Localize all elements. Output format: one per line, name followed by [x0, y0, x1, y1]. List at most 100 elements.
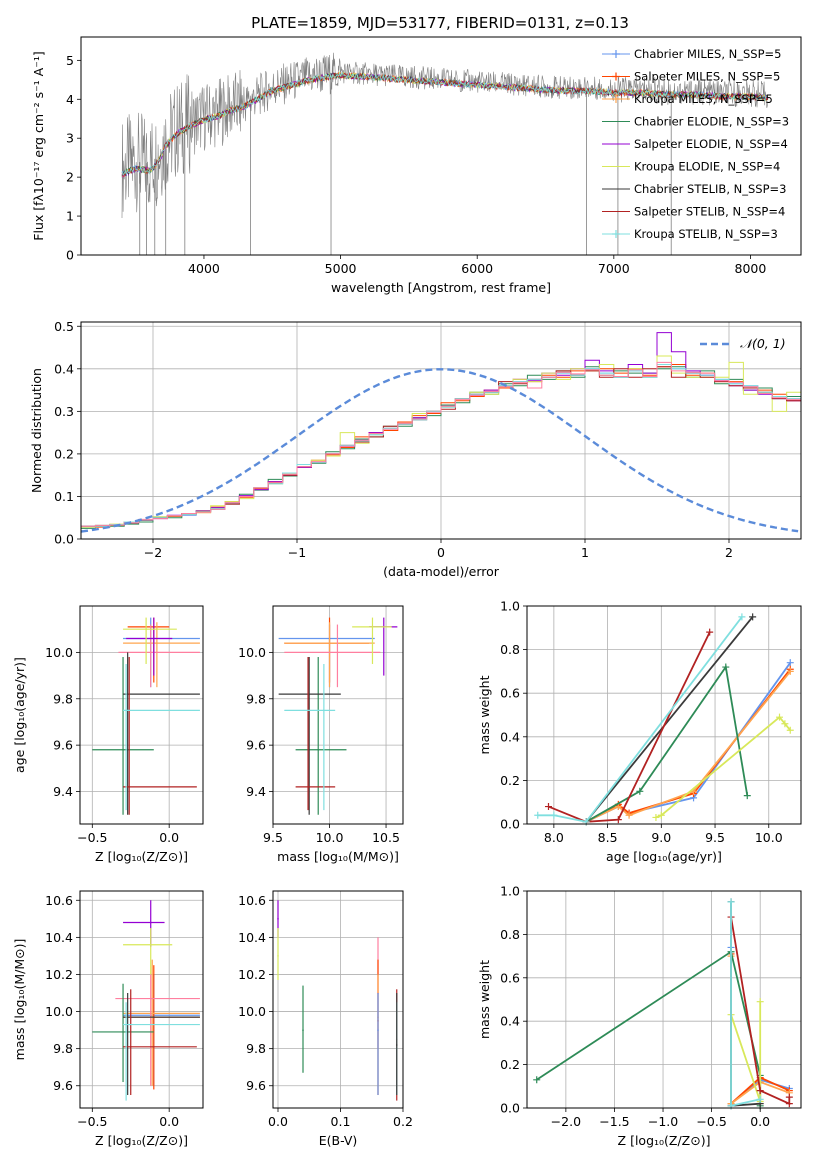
plot-area: [533, 898, 793, 1110]
axes-frame: [272, 890, 404, 1109]
x-tick-label: 0.0: [159, 830, 179, 845]
legend-label: Salpeter ELODIE, N_SSP=4: [634, 137, 788, 151]
x-axis-label: Z [log₁₀(Z/Z⊙)]: [95, 1133, 188, 1148]
gaussian-curve: [81, 368, 799, 533]
data-point-marker: [738, 613, 746, 621]
data-point: [277, 955, 279, 957]
data-point-marker: [781, 720, 789, 728]
data-point-marker: [756, 1095, 764, 1103]
x-tick-label: −2.0: [551, 1114, 581, 1129]
legend-label: Chabrier STELIB, N_SSP=3: [634, 182, 786, 196]
x-tick-label: −0.5: [77, 830, 107, 845]
legend-label: Kroupa ELODIE, N_SSP=4: [634, 160, 780, 174]
mass-weight-line: [655, 715, 791, 819]
data-point: [302, 1029, 304, 1031]
data-point-marker: [786, 659, 794, 667]
axes-frame: [79, 890, 204, 1109]
x-tick-label: 9.5: [705, 830, 725, 845]
histogram-step: [81, 364, 801, 539]
x-tick-label: −1.0: [648, 1114, 678, 1129]
x-tick-label: 10.0: [316, 830, 344, 845]
data-point: [149, 943, 152, 946]
panel-age-vs-mass: 9.5 10.0 10.5 9.4 9.6 9.8 10.0 mass [log₁₀(M/M⊙…: [238, 605, 404, 864]
y-tick-label: 0.2: [500, 773, 520, 788]
y-tick-label: 2: [66, 170, 74, 185]
data-point: [317, 748, 320, 751]
plot-area: [278, 617, 398, 815]
legend-label: Chabrier MILES, N_SSP=5: [634, 47, 781, 61]
y-tick-label: 9.6: [53, 1078, 73, 1093]
x-axis-label: E(B-V): [319, 1133, 358, 1148]
axes-frame: [79, 605, 204, 825]
data-point-marker: [612, 230, 620, 238]
histogram-step: [81, 361, 801, 539]
legend-label: Salpeter STELIB, N_SSP=4: [634, 205, 785, 219]
plot-area: [81, 332, 801, 539]
data-point: [395, 1044, 398, 1046]
y-tick-label: 0.0: [500, 1101, 520, 1116]
x-tick-label: 8.0: [544, 830, 564, 845]
legend: Chabrier MILES, N_SSP=5 Salpeter MILES, N…: [602, 47, 789, 241]
y-tick-label: 5: [66, 53, 74, 68]
data-point-marker: [706, 628, 714, 636]
data-point-marker: [785, 1093, 793, 1101]
y-tick-label: 0.2: [54, 446, 74, 461]
x-axis-label: age [log₁₀(age/yr)]: [606, 849, 722, 864]
y-tick-label: 1: [66, 209, 74, 224]
x-tick-label: 0.2: [393, 1114, 413, 1129]
x-tick-label: 2: [725, 545, 733, 560]
mass-weight-line: [585, 616, 754, 823]
x-tick-label: 0.1: [331, 1114, 351, 1129]
data-point: [122, 748, 124, 751]
data-point-marker: [612, 72, 620, 81]
y-tick-label: 0.8: [500, 642, 520, 657]
x-tick-label: 6000: [461, 261, 493, 276]
x-tick-label: −2: [144, 545, 162, 560]
axes-frame: [80, 36, 802, 256]
data-point: [128, 786, 130, 788]
x-axis-label: Z [log₁₀(Z/Z⊙)]: [618, 1133, 711, 1148]
y-tick-label: 10.6: [238, 893, 266, 908]
y-tick-label: 10.2: [45, 967, 73, 982]
panel-mass-vs-Z: −0.5 0.0 9.6 9.8 10.0 10.2 10.4 10.6 Z [log₁₀(Z/…: [12, 890, 204, 1148]
histogram-step: [81, 364, 801, 539]
data-point: [122, 1031, 124, 1033]
data-point-marker: [612, 95, 620, 103]
x-tick-label: 9.5: [263, 830, 283, 845]
y-axis-label: mass weight: [477, 675, 492, 754]
data-point: [153, 637, 155, 640]
legend: 𝒩(0, 1): [700, 336, 786, 351]
y-tick-label: 3: [66, 131, 74, 146]
y-tick-label: 9.8: [246, 691, 266, 706]
x-axis-label: Z [log₁₀(Z/Z⊙)]: [95, 849, 188, 864]
axes-frame: [526, 605, 802, 825]
model-spectrum-line: [121, 72, 769, 176]
legend-label: Kroupa STELIB, N_SSP=3: [634, 227, 778, 241]
legend-label: 𝒩(0, 1): [740, 336, 786, 351]
data-point: [125, 1023, 127, 1026]
y-tick-label: 0.2: [500, 1057, 520, 1072]
y-tick-label: 4: [66, 92, 74, 107]
x-tick-label: 0.0: [268, 1114, 288, 1129]
y-tick-label: 0.5: [54, 319, 74, 334]
y-tick-label: 0.6: [500, 686, 520, 701]
y-tick-label: 10.4: [45, 930, 73, 945]
x-tick-label: 4000: [188, 261, 220, 276]
plot-area: [92, 617, 200, 815]
x-tick-label: 7000: [598, 261, 630, 276]
y-tick-label: 10.0: [238, 1004, 266, 1019]
y-axis-label: Normed distribution: [29, 368, 44, 493]
y-tick-label: 0.0: [54, 532, 74, 547]
x-tick-label: −0.5: [77, 1114, 107, 1129]
panel-spectrum: 4000 5000 6000 7000 8000 0 1 2 3 4 5 wavelength [An…: [31, 36, 802, 295]
y-tick-label: 1.0: [500, 884, 520, 899]
data-point-marker: [533, 1076, 541, 1084]
axes-frame: [272, 605, 404, 825]
y-tick-label: 0.3: [54, 404, 74, 419]
data-point-marker: [756, 998, 764, 1006]
x-tick-label: 0.0: [750, 1114, 770, 1129]
y-tick-label: 9.4: [53, 784, 73, 799]
data-point-marker: [786, 667, 794, 675]
data-point: [151, 1012, 154, 1015]
data-point: [277, 918, 279, 920]
